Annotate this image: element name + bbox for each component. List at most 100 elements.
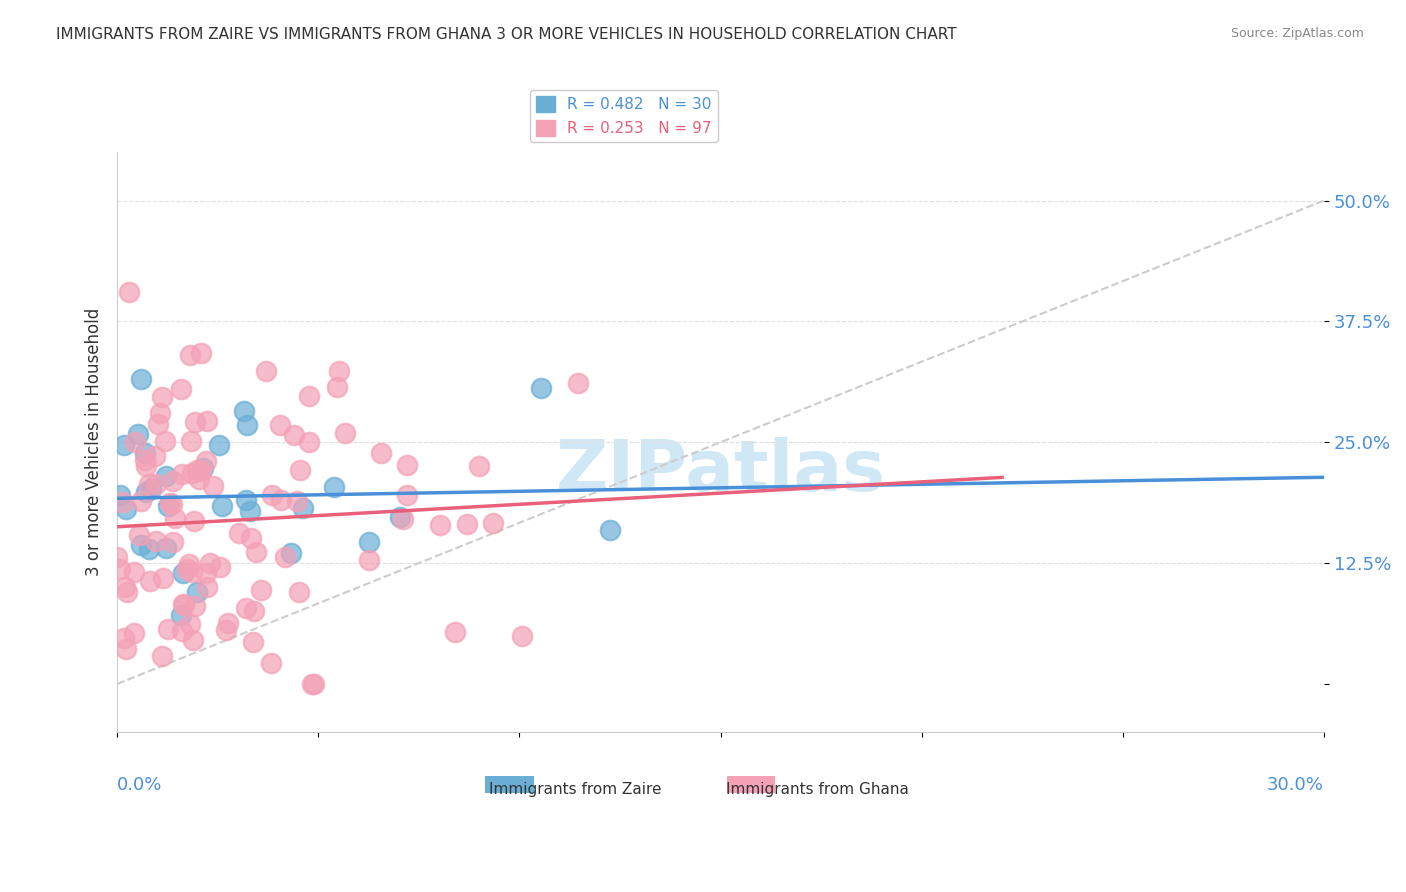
Point	[145, 477, 167, 491]
Point	[184, 599, 207, 613]
Point	[280, 546, 302, 560]
Point	[135, 484, 157, 499]
Point	[152, 571, 174, 585]
Point	[149, 405, 172, 419]
Text: 0.0%: 0.0%	[117, 776, 163, 794]
Point	[235, 493, 257, 508]
Point	[333, 426, 356, 441]
Point	[396, 458, 419, 472]
Text: Immigrants from Zaire: Immigrants from Zaire	[489, 781, 662, 797]
Point	[114, 580, 136, 594]
Point	[172, 597, 194, 611]
Point	[288, 463, 311, 477]
Point	[112, 438, 135, 452]
Point	[111, 494, 134, 508]
Point	[127, 426, 149, 441]
Point	[173, 599, 195, 613]
Point	[170, 607, 193, 622]
Point	[217, 616, 239, 631]
Point	[599, 523, 621, 537]
Point	[322, 479, 344, 493]
Point	[153, 434, 176, 449]
Point	[105, 550, 128, 565]
Point	[190, 464, 212, 478]
Point	[184, 415, 207, 429]
Point	[190, 346, 212, 360]
Point	[429, 517, 451, 532]
Point	[326, 380, 349, 394]
FancyBboxPatch shape	[485, 776, 533, 793]
Point	[195, 414, 218, 428]
Point	[186, 584, 208, 599]
Point	[112, 632, 135, 646]
Point	[269, 418, 291, 433]
Point	[157, 499, 180, 513]
Point	[243, 604, 266, 618]
Point	[159, 496, 181, 510]
Point	[567, 376, 589, 390]
Point	[370, 445, 392, 459]
Text: Source: ZipAtlas.com: Source: ZipAtlas.com	[1230, 27, 1364, 40]
Point	[239, 531, 262, 545]
Point	[124, 435, 146, 450]
Point	[232, 404, 254, 418]
Point	[235, 600, 257, 615]
Point	[191, 461, 214, 475]
Point	[357, 535, 380, 549]
Point	[115, 585, 138, 599]
Point	[195, 454, 218, 468]
Point	[270, 492, 292, 507]
Point	[208, 438, 231, 452]
Point	[285, 494, 308, 508]
Point	[108, 488, 131, 502]
Point	[195, 566, 218, 580]
Point	[176, 562, 198, 576]
Point	[177, 557, 200, 571]
Legend: R = 0.482   N = 30, R = 0.253   N = 97: R = 0.482 N = 30, R = 0.253 N = 97	[530, 90, 717, 142]
Point	[179, 616, 201, 631]
Point	[283, 428, 305, 442]
Point	[128, 528, 150, 542]
Point	[259, 656, 281, 670]
Point	[389, 509, 412, 524]
Point	[138, 574, 160, 588]
Point	[239, 503, 262, 517]
Point	[181, 466, 204, 480]
Point	[124, 566, 146, 580]
Point	[395, 488, 418, 502]
Point	[114, 502, 136, 516]
Point	[118, 285, 141, 299]
Point	[134, 453, 156, 467]
Point	[250, 582, 273, 597]
Point	[245, 545, 267, 559]
Point	[115, 642, 138, 657]
Point	[160, 497, 183, 511]
Point	[273, 550, 295, 565]
Point	[357, 553, 380, 567]
Point	[110, 562, 132, 576]
Point	[134, 446, 156, 460]
Point	[143, 449, 166, 463]
Point	[481, 516, 503, 530]
Point	[170, 467, 193, 481]
Point	[254, 364, 277, 378]
Point	[155, 541, 177, 555]
Point	[288, 585, 311, 599]
Point	[129, 493, 152, 508]
Point	[291, 501, 314, 516]
Point	[392, 511, 415, 525]
Point	[129, 538, 152, 552]
Point	[162, 474, 184, 488]
Point	[530, 381, 553, 395]
Point	[150, 390, 173, 404]
Point	[170, 382, 193, 396]
Point	[235, 417, 257, 432]
Point	[228, 526, 250, 541]
Text: IMMIGRANTS FROM ZAIRE VS IMMIGRANTS FROM GHANA 3 OR MORE VEHICLES IN HOUSEHOLD C: IMMIGRANTS FROM ZAIRE VS IMMIGRANTS FROM…	[56, 27, 957, 42]
Point	[195, 580, 218, 594]
Point	[202, 479, 225, 493]
Point	[129, 372, 152, 386]
Y-axis label: 3 or more Vehicles in Household: 3 or more Vehicles in Household	[86, 308, 103, 576]
Point	[138, 541, 160, 556]
Point	[181, 632, 204, 647]
